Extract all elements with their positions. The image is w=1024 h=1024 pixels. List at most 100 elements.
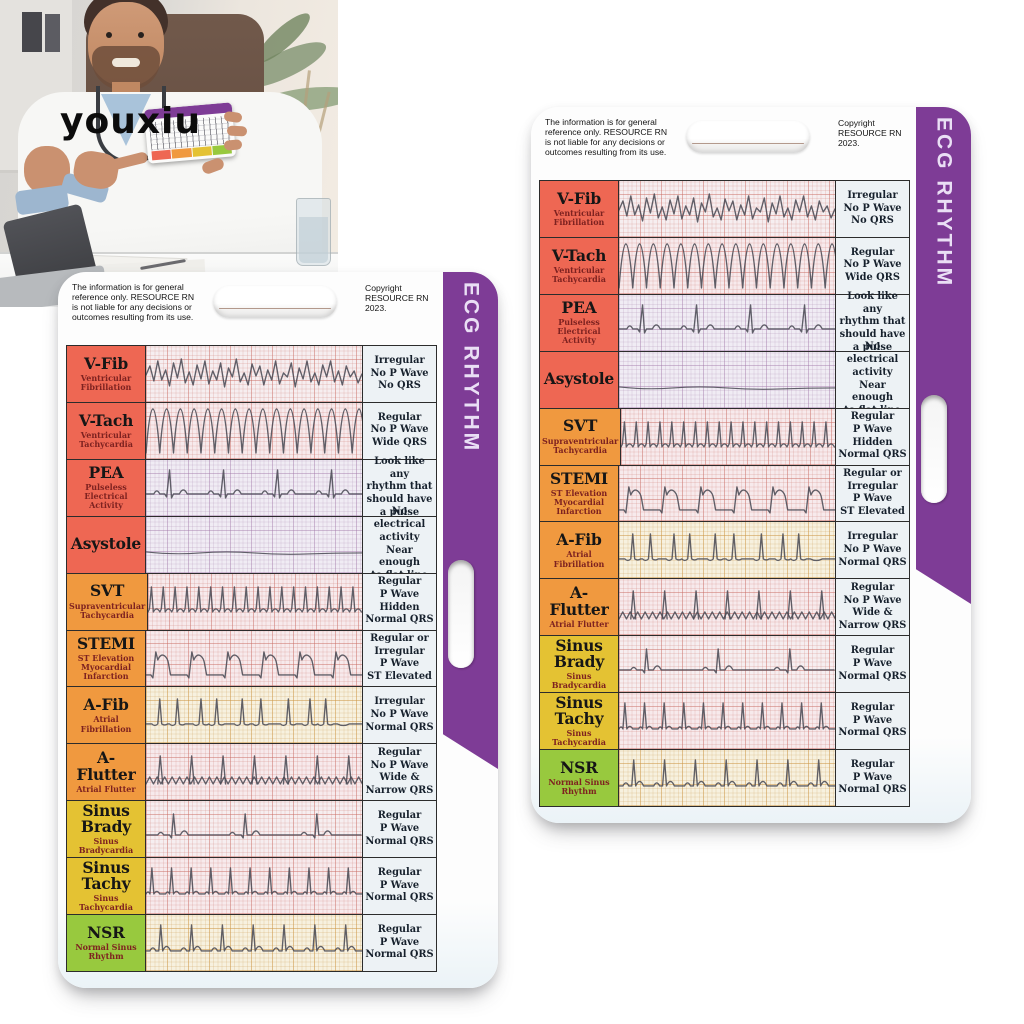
rhythm-description: Irregular No P Wave No QRS	[362, 346, 436, 402]
afib-waveform	[146, 698, 362, 727]
row-svt: SVT Supraventricular Tachycardia Regular…	[67, 572, 436, 630]
water-glass	[296, 198, 331, 266]
vfib-waveform	[146, 358, 362, 388]
row-a-flutter: A-Flutter Atrial Flutter Regular No P Wa…	[540, 578, 909, 636]
rhythm-full-name: Normal Sinus Rhythm	[548, 776, 610, 797]
rhythm-full-name: Atrial Flutter	[549, 618, 609, 629]
row-v-tach: V-Tach Ventricular Tachycardia Regular N…	[67, 401, 436, 459]
binder	[45, 14, 60, 52]
rhythm-full-name: Sinus Tachycardia	[552, 728, 606, 748]
vertical-badge-slot	[921, 395, 947, 503]
rhythm-abbr: PEA	[88, 462, 124, 482]
rhythm-label-cell: SVT Supraventricular Tachycardia	[540, 408, 622, 465]
asystole-waveform	[146, 551, 362, 555]
rhythm-label-cell: V-Fib Ventricular Fibrillation	[540, 181, 619, 237]
rhythm-label-cell: A-Fib Atrial Fibrillation	[540, 522, 619, 579]
watermark-text: youxiu	[60, 101, 202, 142]
ecg-strip	[619, 693, 835, 750]
svt-waveform	[621, 420, 835, 448]
ribbon-title: ECG RHYTHM	[932, 117, 956, 289]
ecg-strip	[619, 750, 835, 806]
smile	[112, 58, 140, 67]
rhythm-full-name: Ventricular Fibrillation	[553, 207, 605, 228]
disclaimer-text: The information is for general reference…	[72, 282, 195, 322]
rhythm-full-name: Sinus Tachycardia	[79, 893, 133, 913]
eye	[106, 32, 112, 38]
rhythm-description: Regular P Wave Normal QRS	[835, 636, 909, 693]
rhythm-table: V-Fib Ventricular Fibrillation Irregular…	[539, 180, 910, 807]
rhythm-full-name: Atrial Flutter	[76, 783, 136, 794]
copyright-text: Copyright RESOURCE RN 2023.	[838, 118, 902, 148]
ecg-reference-card-left: The information is for general reference…	[58, 272, 498, 988]
rhythm-description: No electrical activity Near enough to fl…	[362, 506, 436, 581]
rhythm-abbr: NSR	[560, 757, 598, 777]
nsr-waveform	[619, 759, 835, 787]
svt-waveform	[148, 585, 362, 613]
rhythm-description: Regular or Irregular P Wave ST Elevated	[362, 630, 436, 687]
rhythm-description: No electrical activity Near enough to fl…	[835, 341, 909, 416]
ecg-strip	[146, 459, 362, 516]
asystole-waveform	[619, 386, 835, 390]
vtach-waveform	[146, 408, 362, 454]
rhythm-label-cell: Asystole	[540, 351, 619, 408]
rhythm-abbr: V-Fib	[556, 188, 602, 208]
ecg-strip	[146, 630, 362, 687]
rhythm-description: Regular P Wave Hidden Normal QRS	[835, 408, 909, 465]
vertical-badge-slot	[448, 560, 474, 668]
rhythm-description: Look like any rhythm that should have a …	[835, 291, 909, 353]
rhythm-abbr: A-Fib	[83, 695, 129, 715]
rhythm-label-cell: STEMI ST Elevation Myocardial Infarction	[67, 630, 146, 687]
stemi-waveform	[619, 485, 835, 514]
rhythm-abbr: Sinus Tachy	[81, 857, 131, 893]
rhythm-full-name: Sinus Bradycardia	[78, 836, 134, 856]
row-sinus-tachy: Sinus Tachy Sinus Tachycardia Regular P …	[67, 857, 436, 915]
rhythm-description: Regular No P Wave Wide & Narrow QRS	[835, 579, 909, 636]
rhythm-description: Regular or Irregular P Wave ST Elevated	[835, 465, 909, 522]
rhythm-full-name: Supraventricular Tachycardia	[542, 435, 619, 455]
rhythm-label-cell: V-Fib Ventricular Fibrillation	[67, 346, 146, 402]
rhythm-full-name: Pulseless Electrical Activity	[84, 482, 128, 511]
row-sinus-tachy: Sinus Tachy Sinus Tachycardia Regular P …	[540, 692, 909, 750]
rhythm-full-name: ST Elevation Myocardial Infarction	[77, 652, 135, 682]
ecg-strip	[146, 801, 362, 858]
aflutter-waveform	[146, 755, 362, 785]
rhythm-description: Regular No P Wave Wide QRS	[835, 237, 909, 294]
ecg-rhythm-ribbon: ECG RHYTHM	[916, 107, 971, 604]
row-a-fib: A-Fib Atrial Fibrillation Irregular No P…	[540, 521, 909, 579]
row-pea: PEA Pulseless Electrical Activity Look l…	[67, 456, 436, 518]
ecg-strip	[146, 744, 362, 801]
rhythm-full-name: Pulseless Electrical Activity	[557, 317, 601, 346]
ecg-strip	[619, 579, 835, 636]
ribbon-title: ECG RHYTHM	[459, 282, 483, 454]
rhythm-description: Irregular No P Wave No QRS	[835, 181, 909, 237]
rhythm-full-name: Normal Sinus Rhythm	[75, 941, 137, 962]
rhythm-abbr: A-Flutter	[76, 748, 136, 784]
rhythm-description: Regular P Wave Normal QRS	[362, 915, 436, 971]
ecg-strip	[619, 181, 835, 237]
rhythm-full-name: Atrial Fibrillation	[553, 549, 605, 569]
row-stemi: STEMI ST Elevation Myocardial Infarction…	[67, 629, 436, 687]
rhythm-full-name: Atrial Fibrillation	[80, 714, 132, 734]
ecg-strip	[621, 408, 835, 465]
rhythm-abbr: STEMI	[550, 468, 608, 488]
vtach-waveform	[619, 243, 835, 289]
rhythm-abbr: Asystole	[543, 368, 615, 388]
rhythm-description: Regular P Wave Normal QRS	[362, 801, 436, 858]
rhythm-label-cell: Sinus Tachy Sinus Tachycardia	[540, 693, 619, 750]
rhythm-label-cell: Sinus Tachy Sinus Tachycardia	[67, 857, 146, 915]
sinus-brady-waveform	[146, 813, 362, 839]
rhythm-abbr: SVT	[563, 416, 598, 436]
rhythm-abbr: Sinus Brady	[80, 800, 132, 837]
ecg-strip	[146, 346, 362, 402]
aflutter-waveform	[619, 590, 835, 620]
ecg-strip	[146, 402, 362, 459]
row-pea: PEA Pulseless Electrical Activity Look l…	[540, 291, 909, 353]
rhythm-abbr: V-Tach	[551, 245, 607, 265]
rhythm-abbr: STEMI	[77, 633, 135, 653]
sinus-tachy-waveform	[146, 867, 362, 895]
rhythm-label-cell: Sinus Brady Sinus Bradycardia	[540, 636, 619, 693]
copyright-text: Copyright RESOURCE RN 2023.	[365, 283, 429, 313]
sinus-tachy-waveform	[619, 702, 835, 730]
sinus-brady-waveform	[619, 648, 835, 674]
row-v-fib: V-Fib Ventricular Fibrillation Irregular…	[67, 346, 436, 402]
